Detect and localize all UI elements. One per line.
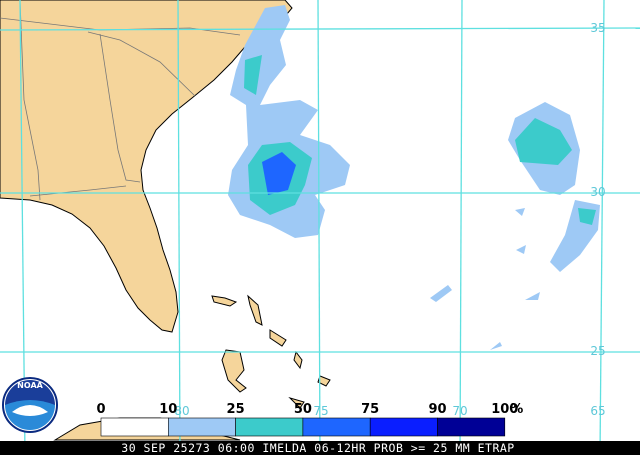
legend-swatch: [100, 417, 169, 437]
lon-label: 70: [452, 404, 467, 418]
legend-label: 100: [491, 402, 518, 417]
legend-swatch: [369, 417, 438, 437]
legend-unit: %: [510, 402, 523, 417]
legend-label: 50: [294, 402, 312, 417]
lon-labels: 80 75 70 65: [174, 404, 605, 418]
legend-label: 75: [361, 402, 379, 417]
lon-label: 65: [590, 404, 605, 418]
legend-swatch: [302, 417, 371, 437]
legend-label: 25: [227, 402, 245, 417]
legend-label: 0: [96, 402, 105, 417]
lat-label: 25: [590, 344, 605, 358]
legend-swatch: [168, 417, 236, 437]
probability-areas: [228, 5, 600, 350]
legend-swatch: [235, 417, 304, 437]
noaa-logo: NOAA: [2, 377, 58, 433]
bahamas: [211, 294, 331, 409]
legend: 0 10 25 50 75 90 100%: [96, 402, 523, 437]
lat-labels: 35 30 25: [590, 21, 605, 358]
lat-label: 35: [590, 21, 605, 35]
legend-label: 10: [159, 402, 177, 417]
caption-bar: [0, 441, 640, 455]
lon-label: 75: [313, 404, 328, 418]
logo-text: NOAA: [17, 381, 43, 390]
lat-label: 30: [590, 185, 605, 199]
legend-swatch: [437, 417, 506, 437]
legend-label: 90: [428, 402, 446, 417]
caption: 30 SEP 25273 06:00 IMELDA 06-12HR PROB >…: [121, 441, 514, 455]
lon-label: 80: [174, 404, 189, 418]
